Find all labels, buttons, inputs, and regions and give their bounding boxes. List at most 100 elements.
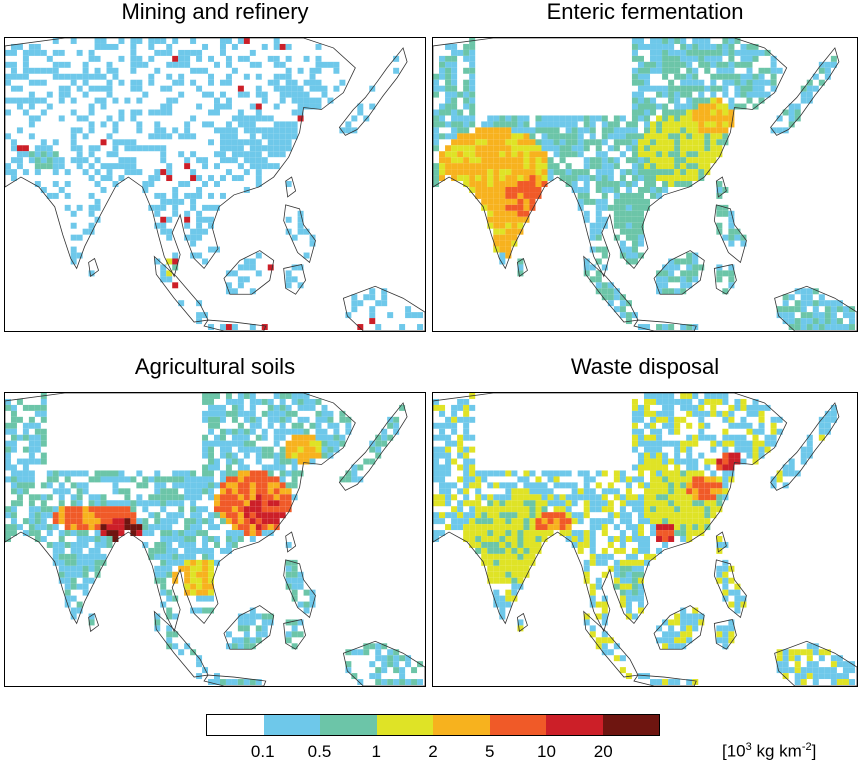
emission-cell xyxy=(613,127,620,134)
emission-cell xyxy=(208,246,215,253)
emission-cell xyxy=(716,204,723,211)
emission-cell xyxy=(704,494,711,501)
emission-cell xyxy=(154,553,161,560)
emission-cell xyxy=(716,631,723,638)
emission-cell xyxy=(231,476,238,483)
emission-cell xyxy=(261,434,268,441)
emission-cell xyxy=(650,422,657,429)
emission-cell xyxy=(261,512,268,519)
emission-cell xyxy=(267,410,274,417)
emission-cell xyxy=(631,428,638,435)
emission-cell xyxy=(589,625,596,632)
emission-cell xyxy=(369,103,376,110)
emission-cell xyxy=(88,577,95,584)
emission-cell xyxy=(728,434,735,441)
emission-cell xyxy=(577,186,584,193)
emission-cell xyxy=(637,186,644,193)
emission-cell xyxy=(848,324,855,331)
emission-cell xyxy=(637,524,644,531)
emission-cell xyxy=(619,667,626,674)
emission-cell xyxy=(369,661,376,668)
emission-cell xyxy=(160,145,167,152)
emission-cell xyxy=(345,661,352,668)
emission-cell xyxy=(559,512,566,519)
emission-cell xyxy=(70,494,77,501)
emission-cell xyxy=(10,506,17,513)
emission-cell xyxy=(10,464,17,471)
emission-cell xyxy=(613,145,620,152)
emission-cell xyxy=(154,488,161,495)
emission-cell xyxy=(577,192,584,199)
emission-cell xyxy=(249,524,256,531)
emission-cell xyxy=(445,416,452,423)
emission-cell xyxy=(154,547,161,554)
emission-cell xyxy=(273,482,280,489)
emission-cell xyxy=(433,494,440,501)
emission-cell xyxy=(88,270,95,277)
emission-cell xyxy=(505,565,512,572)
emission-cell xyxy=(309,240,316,247)
emission-cell xyxy=(499,571,506,578)
emission-cell xyxy=(704,55,711,62)
emission-cell xyxy=(571,518,578,525)
emission-cell xyxy=(439,422,446,429)
emission-cell xyxy=(243,139,250,146)
emission-cell xyxy=(237,619,244,626)
emission-cell xyxy=(166,228,173,235)
emission-cell xyxy=(255,145,262,152)
emission-cell xyxy=(451,145,458,152)
emission-cell xyxy=(553,494,560,501)
emission-cell xyxy=(457,151,464,158)
emission-cell xyxy=(160,530,167,537)
emission-cell xyxy=(219,49,226,56)
emission-cell xyxy=(285,470,292,477)
emission-cell xyxy=(225,398,232,405)
emission-cell xyxy=(5,446,11,453)
emission-cell xyxy=(231,270,238,277)
emission-cell xyxy=(261,524,268,531)
emission-cell xyxy=(704,43,711,50)
emission-cell xyxy=(511,151,518,158)
emission-cell xyxy=(692,440,699,447)
emission-cell xyxy=(267,452,274,459)
emission-cell xyxy=(94,524,101,531)
emission-cell xyxy=(469,103,476,110)
emission-cell xyxy=(505,139,512,146)
emission-cell xyxy=(433,163,440,170)
emission-cell xyxy=(571,127,578,134)
emission-cell xyxy=(106,43,113,50)
emission-cell xyxy=(214,524,220,531)
emission-cell xyxy=(607,553,614,560)
emission-cell xyxy=(613,524,620,531)
emission-cell xyxy=(499,127,506,134)
emission-cell xyxy=(457,157,464,164)
emission-cell xyxy=(321,428,328,435)
emission-cell xyxy=(517,625,524,632)
emission-cell xyxy=(166,476,173,483)
emission-cell xyxy=(433,470,440,477)
emission-cell xyxy=(166,571,173,578)
emission-cell xyxy=(595,139,602,146)
emission-cell xyxy=(16,157,23,164)
emission-cell xyxy=(668,679,675,686)
emission-cell xyxy=(643,440,651,447)
emission-cell xyxy=(463,530,470,537)
emission-cell xyxy=(28,97,35,104)
emission-cell xyxy=(136,500,143,507)
emission-cell xyxy=(643,79,651,86)
emission-cell xyxy=(571,181,578,187)
emission-cell xyxy=(225,482,232,489)
emission-cell xyxy=(225,470,232,477)
emission-cell xyxy=(160,476,167,483)
emission-cell xyxy=(249,536,256,542)
emission-cell xyxy=(291,625,298,632)
emission-cell xyxy=(261,43,268,50)
emission-cell xyxy=(34,43,41,50)
emission-cell xyxy=(517,619,524,626)
emission-cell xyxy=(94,43,101,50)
emission-cell xyxy=(148,500,155,507)
emission-cell xyxy=(674,109,681,116)
emission-cell xyxy=(758,404,765,411)
emission-cell xyxy=(315,440,322,447)
emission-cell xyxy=(261,127,268,134)
